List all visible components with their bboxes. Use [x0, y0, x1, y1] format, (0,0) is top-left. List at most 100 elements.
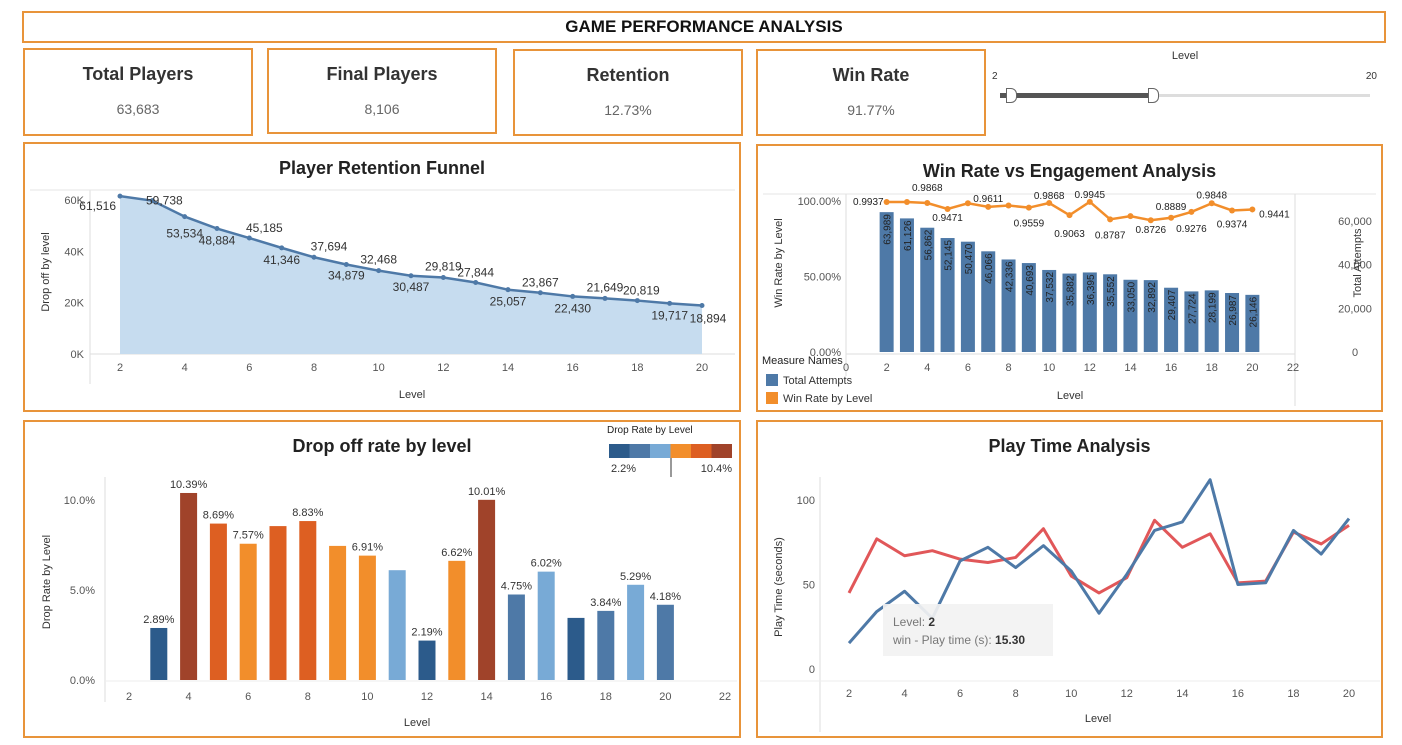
x-axis-title: Level — [399, 389, 425, 401]
funnel-point — [667, 300, 673, 306]
x-tick-label: 18 — [631, 362, 643, 374]
kpi-win-rate: Win Rate 91.77% — [756, 49, 986, 136]
data-label: 19,717 — [651, 308, 688, 322]
bar-label: 26,987 — [1228, 295, 1239, 326]
x-tick-label: 8 — [311, 362, 317, 374]
color-legend-swatch — [670, 444, 691, 458]
data-label: 29,819 — [425, 259, 462, 273]
winrate-point — [1107, 216, 1114, 223]
funnel-point — [279, 245, 285, 251]
attempts-bar — [960, 241, 975, 352]
x-tick-label: 4 — [924, 362, 930, 374]
drop-bar — [656, 604, 674, 680]
y-tick-label: 0.0% — [70, 675, 95, 687]
x-tick-label: 18 — [1206, 362, 1218, 374]
drop-bar — [448, 560, 466, 680]
x-tick-label: 20 — [659, 691, 671, 703]
drop-bar — [269, 526, 287, 680]
winrate-label: 0.8787 — [1095, 230, 1126, 241]
attempts-bar — [1123, 279, 1138, 352]
y-tick-label: 100 — [797, 495, 815, 507]
bar-label: 35,882 — [1066, 275, 1077, 306]
x-tick-label: 22 — [1287, 362, 1299, 374]
winrate-label: 0.9441 — [1259, 209, 1290, 220]
winrate-chart: 0.00% 50.00% 100.00% 0 20,000 40,000 60,000 63,… — [762, 183, 1376, 406]
x-tick-label: 16 — [567, 362, 579, 374]
funnel-point — [376, 268, 382, 274]
x-tick-label: 18 — [600, 691, 612, 703]
bar-label: 4.18% — [650, 591, 681, 603]
winrate-label: 0.9868 — [1034, 191, 1065, 202]
x-tick-label: 18 — [1287, 688, 1299, 700]
attempts-bar — [899, 218, 914, 352]
x-tick-label: 20 — [696, 362, 708, 374]
color-legend-swatch — [609, 444, 630, 458]
drop-bar — [507, 594, 525, 680]
x-tick-label: 14 — [1124, 362, 1136, 374]
x-tick-label: 8 — [1013, 688, 1019, 700]
attempts-bar — [1225, 293, 1240, 352]
bar-label: 6.62% — [441, 547, 472, 559]
level-slider-min-handle[interactable] — [1006, 88, 1017, 103]
y-tick-label: 0.00% — [810, 347, 841, 359]
panel-drop-off-rate: Drop off rate by level 0.0% 5.0% 10.0% 2.89… — [23, 420, 741, 738]
attempts-bar — [879, 212, 894, 352]
attempts-bar — [1164, 287, 1179, 352]
winrate-point — [1168, 214, 1175, 221]
winrate-point — [1025, 204, 1032, 211]
x-tick-label: 16 — [1232, 688, 1244, 700]
x-tick-label: 10 — [1043, 362, 1055, 374]
color-legend-swatch — [650, 444, 671, 458]
bar-label: 52,145 — [944, 240, 955, 271]
funnel-point — [182, 214, 188, 220]
funnel-point — [699, 303, 705, 309]
bar-label: 10.01% — [468, 486, 506, 498]
drop-bar — [358, 555, 376, 680]
winrate-point — [944, 205, 951, 212]
y-axis-title: Drop off by level — [40, 232, 52, 311]
legend-swatch — [766, 374, 778, 386]
level-filter-max: 20 — [1365, 71, 1377, 82]
level-slider-track[interactable] — [1000, 94, 1370, 97]
panel-title: Drop off rate by level — [292, 436, 472, 456]
y-axis-title: Drop Rate by Level — [41, 535, 53, 629]
winrate-point — [883, 198, 890, 205]
playtime-chart: 0 50 100 2 4 6 8 10 12 14 16 18 20 Level Play Time (se… — [760, 477, 1380, 732]
x-axis-title: Level — [1057, 390, 1083, 402]
winrate-label: 0.9063 — [1054, 229, 1085, 240]
level-slider-max-handle[interactable] — [1148, 88, 1159, 103]
color-legend-swatch — [629, 444, 650, 458]
kpi-value: 91.77% — [847, 102, 895, 118]
data-label: 25,057 — [490, 295, 527, 309]
funnel-point — [537, 290, 543, 296]
x-tick-label: 0 — [843, 362, 849, 374]
bar-label: 8.69% — [203, 510, 234, 522]
y2-tick-label: 60,000 — [1338, 216, 1372, 228]
y-tick-label: 100.00% — [798, 196, 842, 208]
color-legend-min: 2.2% — [611, 463, 636, 475]
x-tick-label: 12 — [437, 362, 449, 374]
winrate-point — [1086, 198, 1093, 205]
data-label: 34,879 — [328, 268, 365, 282]
legend-swatch — [766, 392, 778, 404]
data-label: 59,738 — [146, 194, 183, 208]
bar-label: 29,407 — [1167, 289, 1178, 320]
tooltip-box — [883, 604, 1053, 656]
y2-tick-label: 0 — [1352, 347, 1358, 359]
drop-bar — [209, 523, 227, 680]
y-tick-label: 20K — [64, 298, 84, 310]
drop-bar — [239, 543, 257, 680]
y-tick-label: 50.00% — [804, 272, 842, 284]
attempts-bar — [1103, 274, 1118, 352]
winrate-label: 0.9937 — [853, 197, 884, 208]
funnel-point — [343, 261, 349, 267]
drop-bar — [299, 521, 317, 680]
funnel-point — [149, 198, 155, 204]
panel-retention-funnel: Player Retention Funnel 0K 20K 40K 60K 61,51… — [23, 142, 741, 412]
playtime-line-lose — [847, 518, 1350, 595]
winrate-label: 0.9945 — [1075, 190, 1106, 201]
attempts-bar — [1062, 273, 1077, 352]
x-tick-label: 10 — [373, 362, 385, 374]
bar-label: 50,470 — [964, 243, 975, 274]
funnel-point — [570, 293, 576, 299]
